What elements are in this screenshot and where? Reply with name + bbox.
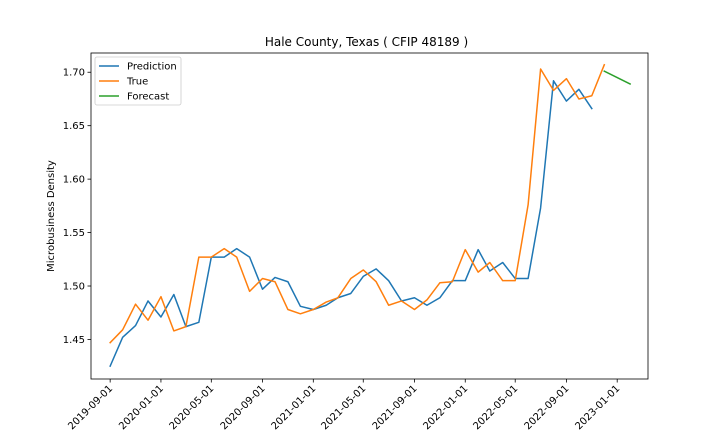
y-axis: 1.45 1.50 1.55 1.60 1.65 1.70 [63,68,91,346]
legend: Prediction True Forecast [94,56,182,106]
y-axis-label: Microbusiness Density [46,160,57,272]
y-tick-label: 1.55 [63,228,85,239]
y-tick-label: 1.45 [63,335,85,346]
series-line-true [109,63,606,344]
legend-box [94,56,182,106]
y-tick-label: 1.50 [63,282,85,293]
series-line-forecast [603,70,632,86]
series-line-prediction [109,80,593,368]
chart-title: Hale County, Texas ( CFIP 48189 ) [265,35,468,49]
legend-label-true: True [126,77,148,88]
legend-label-prediction: Prediction [127,62,177,73]
y-tick-label: 1.70 [63,68,85,79]
series-layer [109,63,632,368]
y-tick-label: 1.60 [63,175,85,186]
y-tick-label: 1.65 [63,121,85,132]
plot-area [90,52,649,380]
legend-label-forecast: Forecast [127,92,169,103]
plot-frame [90,52,649,380]
